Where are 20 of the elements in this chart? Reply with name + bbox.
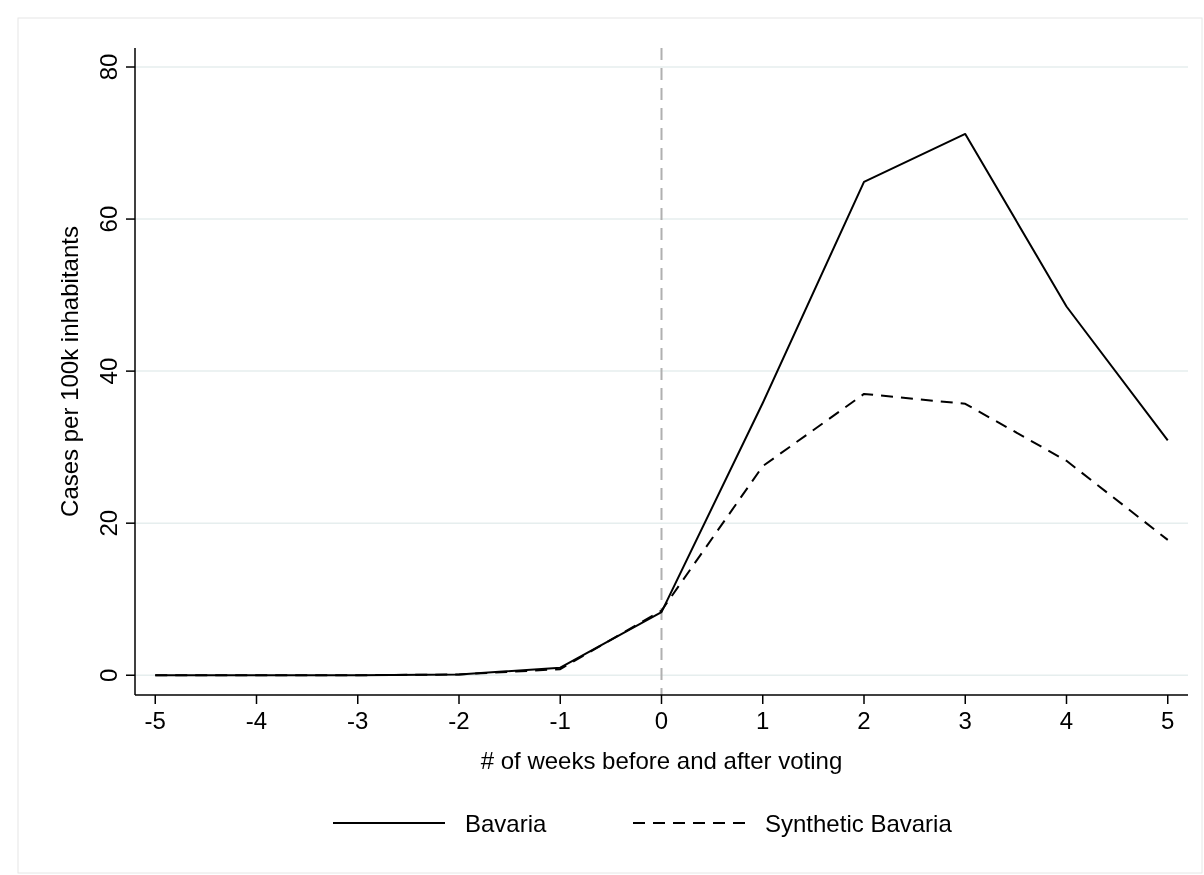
x-tick-label: -1 [549,707,571,734]
x-tick-label: -2 [448,707,470,734]
x-tick-label: 1 [756,707,770,734]
x-axis-title: # of weeks before and after voting [480,747,843,774]
x-tick-label: -3 [347,707,369,734]
x-tick-label: 4 [1059,707,1074,734]
legend-label: Bavaria [465,810,548,837]
x-tick-label: -4 [245,707,268,734]
x-tick-label: 2 [857,707,871,734]
x-tick-label: 0 [654,707,669,734]
y-tick-label: 80 [95,53,122,81]
y-tick-label: 60 [95,205,122,233]
y-tick-label: 20 [95,509,122,537]
legend-label: Synthetic Bavaria [765,810,953,837]
y-axis-title: Cases per 100k inhabitants [56,226,83,517]
x-tick-label: 5 [1161,707,1175,734]
y-tick-label: 40 [95,357,122,385]
x-tick-label: -5 [144,707,166,734]
y-tick-label: 0 [95,668,122,682]
x-tick-label: 3 [958,707,972,734]
